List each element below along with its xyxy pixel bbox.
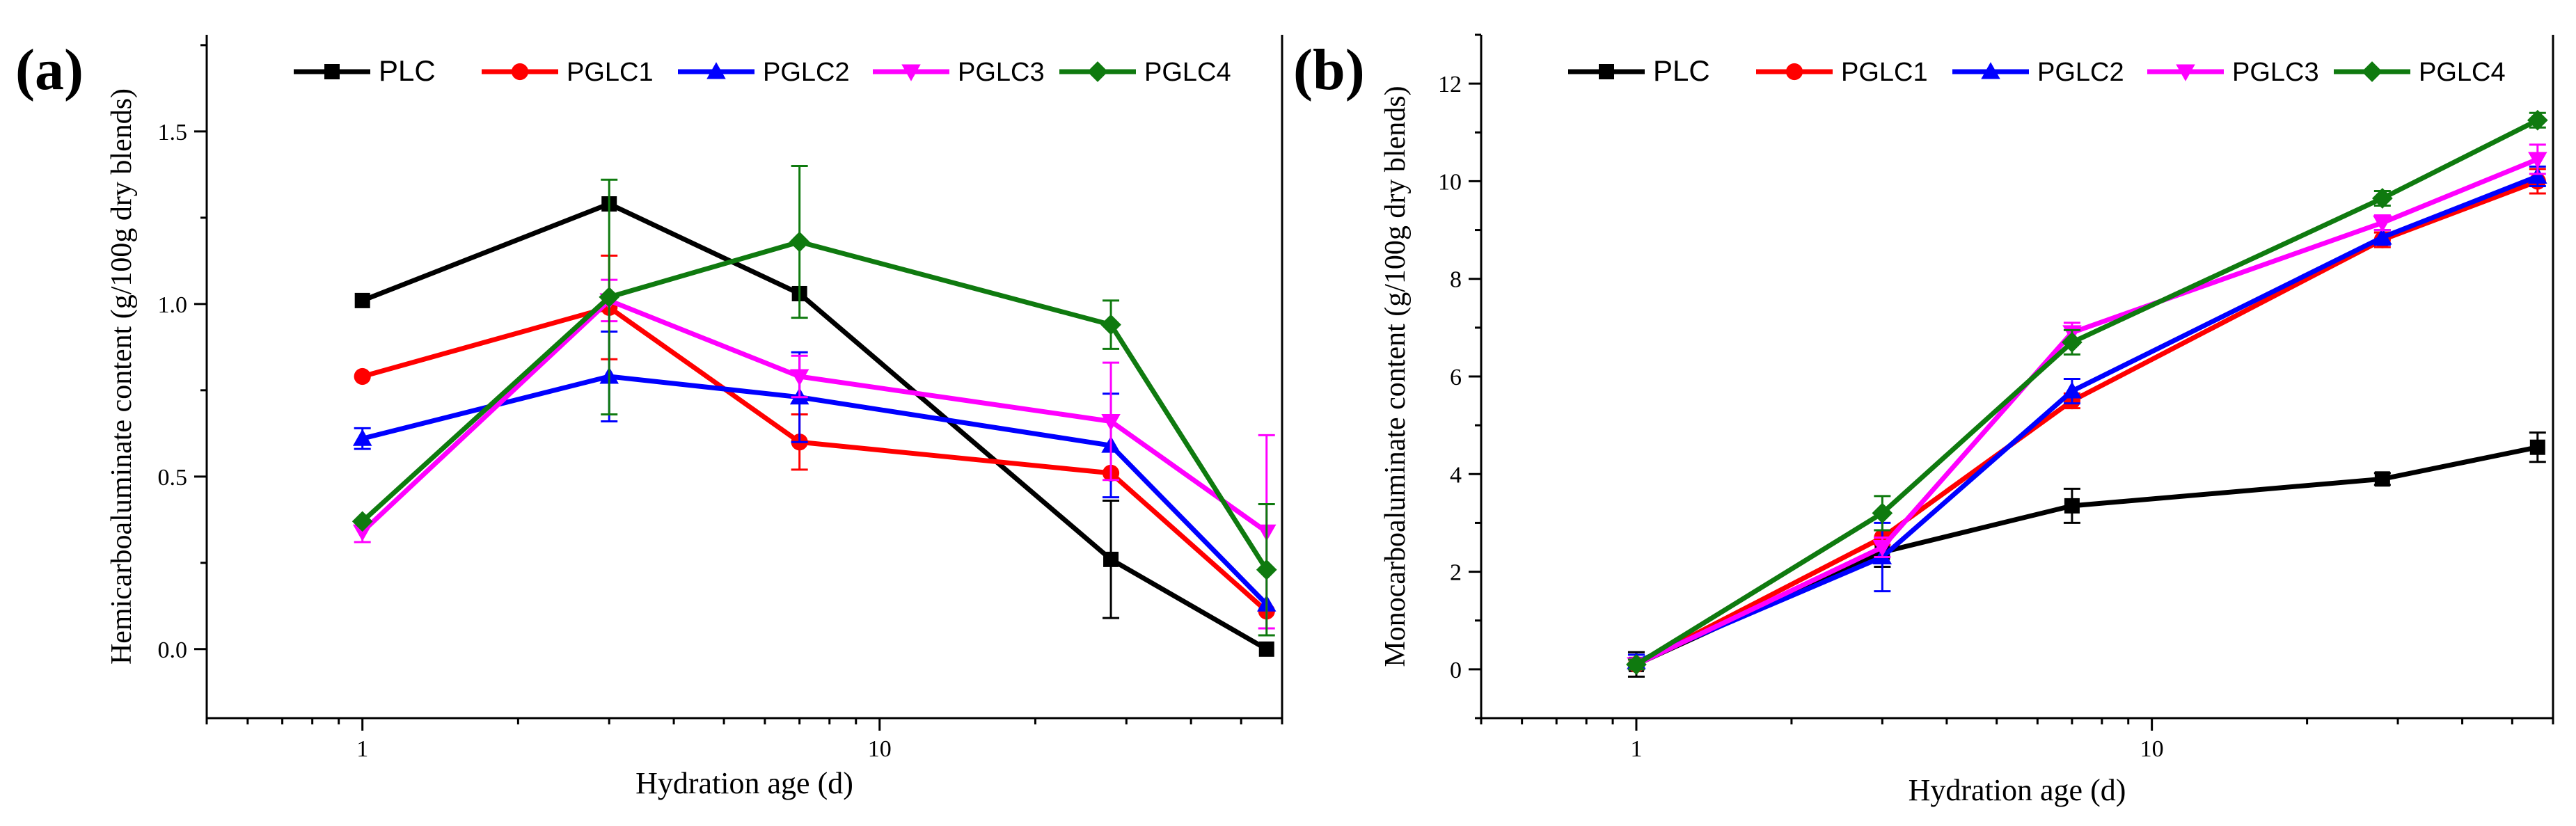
series-pglc4 (1626, 109, 2548, 675)
legend-marker (2176, 64, 2195, 81)
legend-label: PGLC2 (2037, 58, 2124, 87)
data-point (599, 287, 620, 308)
series-line (1635, 157, 2539, 667)
legend-item-pglc4: PGLC4 (2334, 58, 2506, 87)
legend-marker (324, 64, 340, 79)
legend-item-pglc3: PGLC3 (873, 58, 1045, 87)
data-point (2373, 228, 2392, 245)
legend-label: PGLC1 (567, 58, 654, 87)
legend-label: PGLC1 (1841, 58, 1928, 87)
panel-label: (b) (1293, 38, 1365, 102)
y-tick-label: 1.0 (158, 292, 188, 318)
series-pglc1 (1627, 168, 2546, 673)
legend-marker (901, 64, 921, 81)
legend-item-pglc1: PGLC1 (1756, 58, 1928, 87)
data-point (2528, 166, 2547, 184)
y-axis-label: Monocarboaluminate content (g/100g dry b… (1380, 86, 1412, 667)
legend-label: PGLC2 (763, 58, 850, 87)
panel-label: (a) (15, 38, 84, 102)
y-tick-label: 10 (1438, 169, 1462, 195)
series-pglc3 (1627, 143, 2547, 674)
legend-marker (511, 63, 529, 81)
legend-item-pglc2: PGLC2 (1952, 58, 2124, 87)
data-point (789, 231, 810, 253)
x-axis-label: Hydration age (d) (635, 766, 853, 800)
y-tick-label: 0 (1450, 658, 1462, 683)
data-point (2373, 215, 2392, 232)
legend-marker (706, 62, 726, 79)
legend-marker (2362, 61, 2383, 82)
y-tick-label: 0.5 (158, 465, 188, 491)
y-tick-label: 8 (1450, 267, 1462, 293)
legend: PLC PGLC1 PGLC2 PGLC3 PGLC4 (1568, 54, 2506, 87)
data-point (789, 369, 809, 386)
legend-item-pglc3: PGLC3 (2147, 58, 2319, 87)
data-point (2528, 152, 2547, 169)
legend-item-plc: PLC (1568, 54, 1710, 87)
x-tick-label: 10 (2140, 736, 2164, 762)
data-point (1872, 502, 1893, 524)
data-point (354, 292, 370, 308)
legend-label: PGLC4 (2419, 58, 2506, 87)
legend-item-pglc2: PGLC2 (678, 58, 850, 87)
data-point (1100, 314, 1121, 335)
data-point (351, 511, 373, 532)
data-point (2529, 439, 2545, 455)
x-axis-label: Hydration age (d) (1909, 773, 2126, 807)
series-plc (1627, 431, 2546, 678)
data-point (1256, 559, 1277, 580)
y-tick-label: 0.0 (158, 637, 188, 663)
x-tick-label: 1 (356, 736, 368, 762)
series-line (361, 298, 1268, 534)
series-pglc2 (1627, 165, 2547, 671)
data-point (2374, 471, 2390, 487)
data-point (354, 367, 371, 386)
y-tick-label: 4 (1450, 462, 1462, 488)
panel-b: 0 2 4 6 8 10 12 1 10 Hydration age (d) Monocarboal… (1293, 33, 2554, 807)
legend-label: PGLC3 (2232, 58, 2319, 87)
legend-marker (1981, 62, 2000, 79)
data-point (2062, 381, 2082, 399)
data-point (1872, 540, 1893, 557)
data-point (1258, 641, 1274, 657)
data-point (2064, 498, 2080, 514)
legend-item-pglc1: PGLC1 (482, 58, 654, 87)
series-line (1635, 445, 2538, 667)
data-point (352, 429, 372, 446)
legend-label: PGLC3 (958, 58, 1045, 87)
data-point (2062, 332, 2083, 353)
data-point (352, 524, 372, 541)
legend-item-pglc4: PGLC4 (1059, 58, 1231, 87)
series-plc (354, 196, 1274, 657)
legend-marker (1087, 61, 1108, 82)
y-tick-label: 6 (1450, 365, 1462, 390)
series-line (1635, 174, 2539, 665)
legend-marker (1785, 63, 1803, 81)
data-point (1626, 653, 1647, 675)
y-tick-label: 2 (1450, 560, 1462, 586)
legend-item-plc: PLC (294, 54, 436, 87)
legend-label: PLC (379, 54, 436, 87)
data-point (2527, 109, 2548, 131)
series-pglc4 (351, 164, 1277, 637)
series-pglc2 (352, 331, 1277, 612)
x-tick-label: 10 (868, 736, 892, 762)
y-axis-label: Hemicarboaluminate content (g/100g dry b… (106, 88, 138, 665)
legend: PLC PGLC1 PGLC2 PGLC3 PGLC4 (294, 54, 1231, 87)
y-tick-label: 12 (1438, 72, 1462, 97)
series-line (361, 201, 1268, 651)
panel-a: 0.0 0.5 1.0 1.5 1 10 Hydration age (d) Hemicarb… (15, 35, 1283, 800)
x-tick-label: 1 (1630, 736, 1642, 762)
series-line (1635, 179, 2539, 667)
y-tick-label: 1.5 (158, 120, 188, 145)
legend-marker (1599, 64, 1614, 79)
data-point (1103, 551, 1119, 567)
data-point (1101, 414, 1121, 431)
legend-label: PGLC4 (1144, 58, 1231, 87)
legend-label: PLC (1653, 54, 1710, 87)
data-point (2371, 188, 2393, 209)
